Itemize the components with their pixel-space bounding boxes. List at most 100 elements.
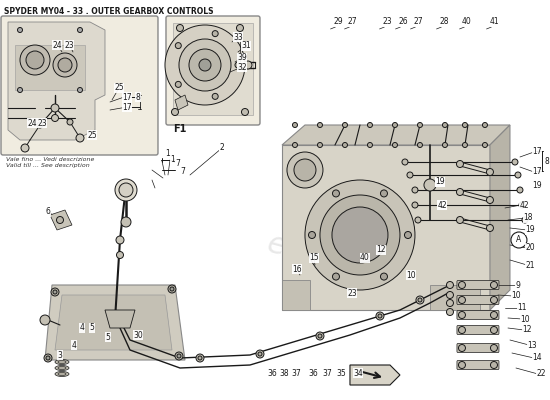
Text: 25: 25 bbox=[87, 130, 97, 140]
Circle shape bbox=[175, 81, 182, 87]
Circle shape bbox=[456, 216, 464, 224]
Circle shape bbox=[482, 122, 487, 128]
Text: 19: 19 bbox=[525, 226, 535, 234]
Polygon shape bbox=[175, 95, 188, 110]
Text: 14: 14 bbox=[532, 354, 542, 362]
Circle shape bbox=[491, 282, 497, 288]
Circle shape bbox=[376, 312, 384, 320]
Circle shape bbox=[491, 362, 497, 368]
Circle shape bbox=[456, 188, 464, 196]
Circle shape bbox=[170, 287, 174, 291]
Circle shape bbox=[515, 172, 521, 178]
Text: 42: 42 bbox=[519, 200, 529, 210]
Circle shape bbox=[412, 187, 418, 193]
Text: 12: 12 bbox=[376, 246, 386, 254]
Text: 19: 19 bbox=[435, 178, 445, 186]
Circle shape bbox=[165, 25, 245, 105]
Text: 29: 29 bbox=[333, 18, 343, 26]
Circle shape bbox=[402, 159, 408, 165]
Circle shape bbox=[404, 232, 411, 238]
Circle shape bbox=[459, 282, 465, 288]
Text: 21: 21 bbox=[525, 260, 535, 270]
Circle shape bbox=[463, 142, 468, 148]
Circle shape bbox=[491, 344, 497, 352]
Text: 31: 31 bbox=[241, 42, 251, 50]
Circle shape bbox=[512, 159, 518, 165]
Text: 8: 8 bbox=[136, 92, 140, 102]
Text: 38: 38 bbox=[279, 368, 289, 378]
Text: 6: 6 bbox=[46, 208, 51, 216]
Circle shape bbox=[18, 28, 23, 32]
Circle shape bbox=[57, 216, 63, 224]
Text: 17: 17 bbox=[532, 148, 542, 156]
Text: SPYDER MY04 - 33 . OUTER GEARBOX CONTROLS: SPYDER MY04 - 33 . OUTER GEARBOX CONTROL… bbox=[4, 7, 213, 16]
Circle shape bbox=[486, 196, 493, 204]
Text: 26: 26 bbox=[398, 18, 408, 26]
Circle shape bbox=[121, 217, 131, 227]
Circle shape bbox=[511, 232, 527, 248]
Circle shape bbox=[168, 285, 176, 293]
Text: 11: 11 bbox=[517, 304, 527, 312]
Text: 5: 5 bbox=[106, 332, 111, 342]
Circle shape bbox=[46, 356, 50, 360]
Circle shape bbox=[51, 104, 59, 112]
Circle shape bbox=[332, 190, 339, 197]
Circle shape bbox=[199, 59, 211, 71]
Polygon shape bbox=[282, 125, 510, 145]
Circle shape bbox=[447, 282, 453, 288]
Circle shape bbox=[486, 168, 493, 176]
Circle shape bbox=[37, 122, 43, 128]
Circle shape bbox=[116, 236, 124, 244]
Circle shape bbox=[177, 354, 181, 358]
Circle shape bbox=[76, 134, 84, 142]
Circle shape bbox=[332, 207, 388, 263]
Circle shape bbox=[415, 217, 421, 223]
Circle shape bbox=[412, 202, 418, 208]
Text: 23: 23 bbox=[64, 40, 74, 50]
Circle shape bbox=[517, 187, 523, 193]
Text: 19: 19 bbox=[532, 182, 542, 190]
Text: 13: 13 bbox=[527, 340, 537, 350]
Ellipse shape bbox=[55, 366, 69, 370]
Circle shape bbox=[241, 108, 249, 116]
Circle shape bbox=[175, 43, 182, 49]
Text: 27: 27 bbox=[413, 18, 423, 26]
Circle shape bbox=[459, 362, 465, 368]
Text: 36: 36 bbox=[308, 368, 318, 378]
Circle shape bbox=[491, 326, 497, 334]
Circle shape bbox=[491, 312, 497, 318]
Text: 15: 15 bbox=[309, 254, 319, 262]
Circle shape bbox=[318, 334, 322, 338]
Circle shape bbox=[175, 352, 183, 360]
Text: 42: 42 bbox=[437, 200, 447, 210]
Text: 33: 33 bbox=[233, 32, 243, 42]
Text: 35: 35 bbox=[336, 368, 346, 378]
Circle shape bbox=[316, 332, 324, 340]
Circle shape bbox=[287, 152, 323, 188]
Polygon shape bbox=[350, 365, 400, 385]
Circle shape bbox=[424, 179, 436, 191]
Circle shape bbox=[320, 195, 400, 275]
Text: 10: 10 bbox=[511, 292, 521, 300]
Circle shape bbox=[522, 217, 528, 223]
Polygon shape bbox=[55, 295, 172, 350]
Circle shape bbox=[416, 296, 424, 304]
Circle shape bbox=[244, 61, 252, 69]
Circle shape bbox=[407, 172, 413, 178]
Text: 2: 2 bbox=[219, 144, 224, 152]
Polygon shape bbox=[8, 22, 105, 140]
Polygon shape bbox=[15, 45, 85, 90]
Circle shape bbox=[393, 122, 398, 128]
Circle shape bbox=[343, 142, 348, 148]
Circle shape bbox=[459, 344, 465, 352]
Text: 39: 39 bbox=[237, 54, 247, 62]
Circle shape bbox=[236, 24, 244, 32]
Circle shape bbox=[212, 93, 218, 99]
Text: 28: 28 bbox=[439, 18, 449, 26]
Text: 41: 41 bbox=[489, 18, 499, 26]
Circle shape bbox=[179, 39, 231, 91]
Circle shape bbox=[196, 354, 204, 362]
Circle shape bbox=[378, 314, 382, 318]
Circle shape bbox=[115, 179, 137, 201]
Text: 9: 9 bbox=[515, 280, 520, 290]
